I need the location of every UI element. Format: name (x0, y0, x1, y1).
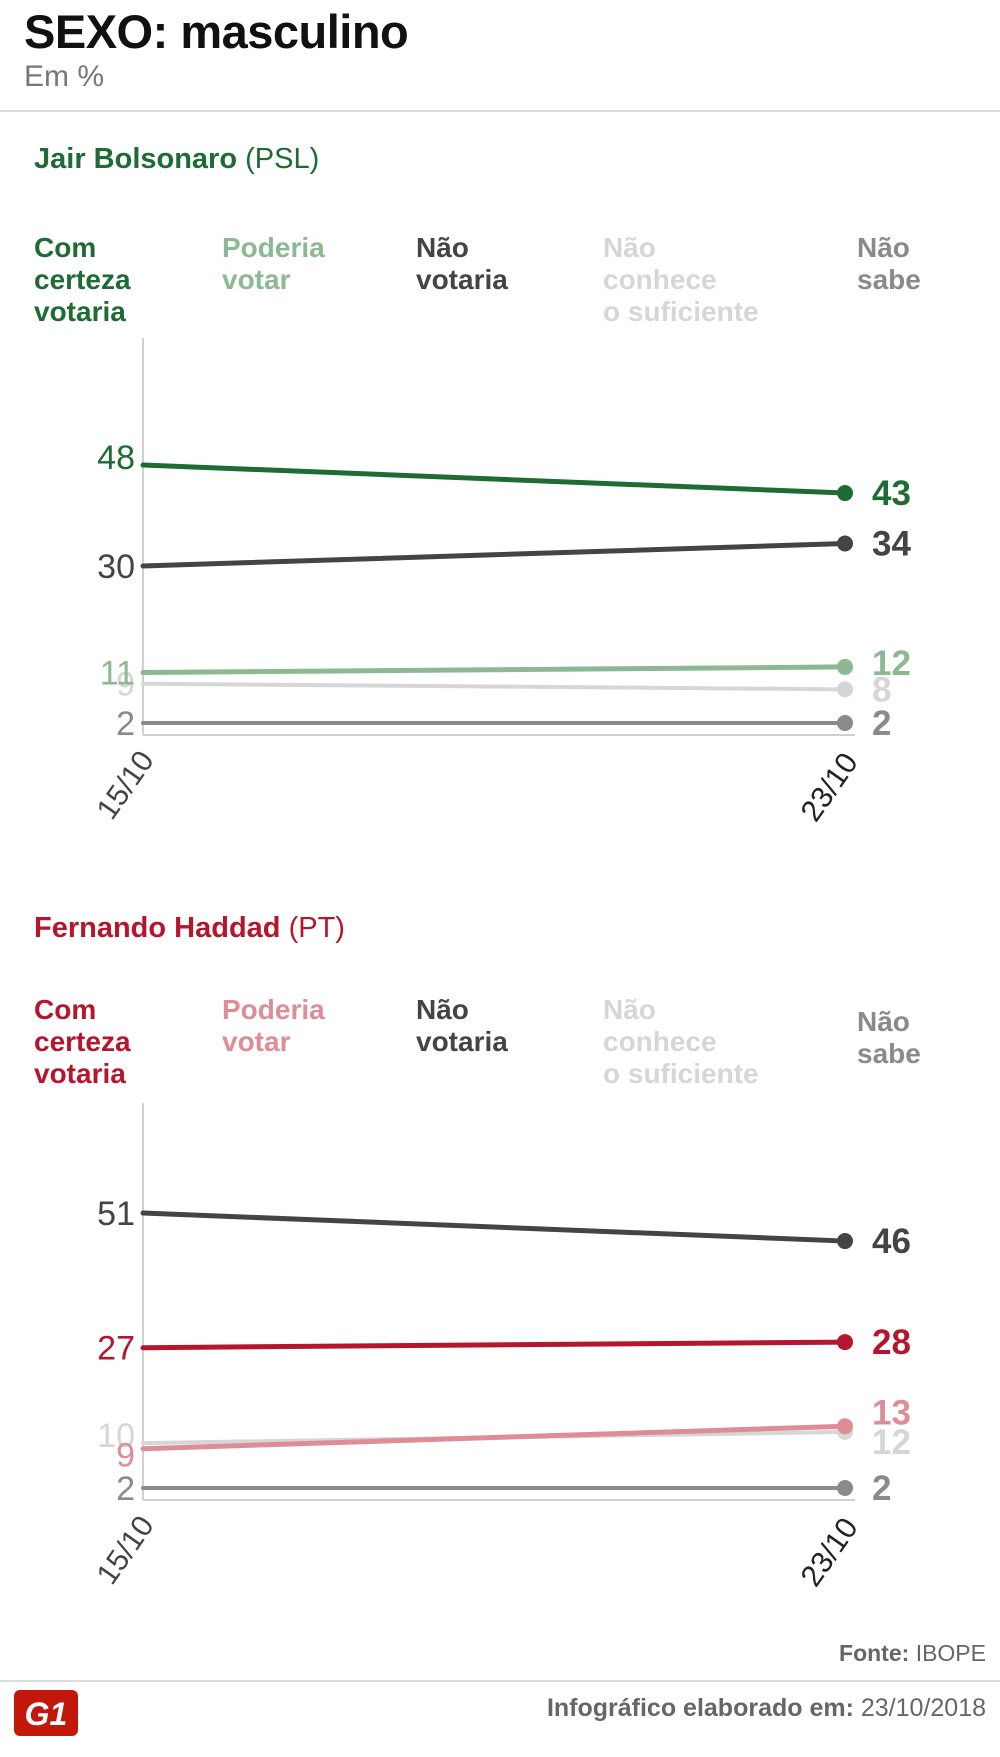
start-value-label: 2 (116, 1470, 135, 1508)
g1-logo: G1 (14, 1690, 78, 1736)
made-label: Infográfico elaborado em: (546, 1694, 854, 1722)
start-value-label: 27 (97, 1330, 135, 1368)
legend-item: Não conhece o suficiente (603, 994, 759, 1089)
series-line (141, 681, 847, 692)
x-tick-label: 23/10 (795, 747, 865, 827)
bottom-divider (0, 1680, 1000, 1682)
end-value-label: 12 (872, 644, 911, 683)
candidate-header-bolsonaro: Jair Bolsonaro (PSL) (34, 143, 319, 176)
end-value-label: 43 (872, 474, 911, 513)
legend-item: Com certeza votaria (34, 994, 131, 1089)
end-value-label: 8 (872, 670, 891, 709)
x-tick-label: 15/10 (91, 1510, 161, 1590)
logo-text: G1 (25, 1696, 68, 1732)
end-value-label: 2 (872, 704, 891, 743)
series-line (140, 1339, 848, 1351)
candidate-name: Jair Bolsonaro (34, 143, 238, 175)
source-label: Fonte: (839, 1640, 910, 1666)
source-value: IBOPE (915, 1640, 986, 1666)
x-tick-label: 15/10 (91, 745, 161, 825)
end-value-label: 13 (872, 1393, 911, 1432)
start-value-label: 48 (97, 439, 135, 477)
series-end-point (837, 1418, 853, 1435)
legend-item: Poderia votar (222, 232, 325, 295)
series-end-point (837, 1334, 853, 1351)
source-note: Fonte: IBOPE (839, 1640, 986, 1667)
series-end-point (837, 1480, 853, 1496)
start-value-label: 9 (116, 666, 135, 704)
end-value-label: 28 (872, 1323, 911, 1362)
legend-item: Não votaria (416, 232, 508, 295)
series-end-point (837, 1233, 853, 1250)
top-divider (0, 110, 1000, 112)
start-value-label: 11 (100, 655, 135, 693)
page-subtitle: Em % (24, 60, 105, 93)
candidate-party: (PSL) (245, 143, 320, 175)
legend-item: Não votaria (416, 994, 508, 1057)
start-value-label: 51 (97, 1195, 135, 1233)
legend-item: Não sabe (857, 1006, 921, 1069)
series-line (140, 1210, 848, 1244)
made-date: 23/10/2018 (860, 1694, 986, 1722)
series-line (140, 664, 848, 676)
x-tick-label: 23/10 (795, 1512, 865, 1592)
legend-item: Não sabe (857, 232, 921, 295)
end-value-label: 2 (872, 1469, 891, 1508)
candidate-header-haddad: Fernando Haddad (PT) (34, 912, 345, 945)
candidate-party: (PT) (288, 912, 345, 944)
candidate-name: Fernando Haddad (34, 912, 281, 944)
legend-item: Poderia votar (222, 994, 325, 1057)
series-line (140, 1423, 848, 1452)
series-end-point (837, 485, 853, 502)
end-value-label: 46 (872, 1222, 911, 1261)
end-value-label: 34 (872, 525, 911, 564)
series-end-point (837, 658, 853, 675)
start-value-label: 10 (97, 1417, 135, 1455)
series-line (140, 462, 848, 496)
series-end-point (837, 535, 853, 552)
start-value-label: 9 (116, 1437, 135, 1475)
series-line (140, 541, 848, 569)
legend-item: Com certeza votaria (34, 232, 131, 327)
made-note: Infográfico elaborado em: 23/10/2018 (547, 1694, 986, 1723)
legend-item: Não conhece o suficiente (603, 232, 759, 327)
end-value-label: 12 (872, 1423, 911, 1462)
start-value-label: 2 (116, 705, 135, 743)
series-end-point (837, 681, 853, 698)
start-value-label: 30 (97, 548, 135, 586)
page-title: SEXO: masculino (24, 5, 409, 58)
series-end-point (837, 715, 853, 731)
